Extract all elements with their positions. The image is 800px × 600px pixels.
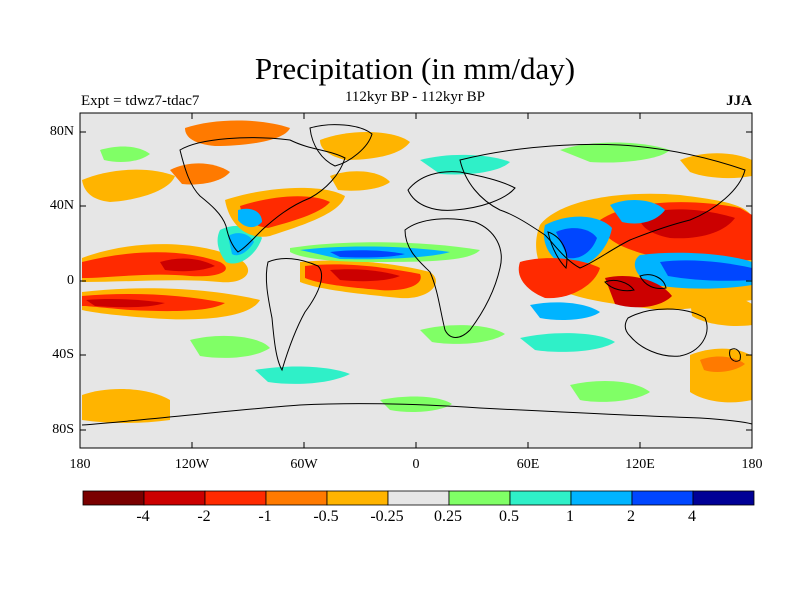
season-label: JJA <box>726 93 752 109</box>
colorbar-swatch <box>570 490 633 506</box>
colorbar-swatch <box>692 490 755 506</box>
colorbar-label: -0.25 <box>370 508 404 525</box>
colorbar-swatch <box>265 490 328 506</box>
coastlines <box>81 124 753 426</box>
lon-label-180e: 180 <box>741 457 763 472</box>
colorbar-swatch <box>143 490 206 506</box>
lon-ticks <box>191 113 641 448</box>
map-subtitle: 112kyr BP - 112kyr BP <box>344 89 485 105</box>
colorbar-label: -0.5 <box>313 508 339 525</box>
lon-label-60e: 60E <box>516 457 540 472</box>
colorbar-swatch <box>326 490 389 506</box>
lat-label-40n: 40N <box>49 198 74 213</box>
colorbar-label: -4 <box>136 508 150 525</box>
lat-label-80s: 80S <box>52 422 74 437</box>
lat-label-0: 0 <box>67 273 74 288</box>
lon-label-120e: 120E <box>625 457 655 472</box>
colorbar-swatch <box>509 490 572 506</box>
colorbar-label: 0.5 <box>499 508 519 525</box>
colorbar-swatch <box>82 490 145 506</box>
lon-label-180w: 180 <box>69 457 91 472</box>
colorbar-swatch <box>204 490 267 506</box>
lon-label-120w: 120W <box>174 457 210 472</box>
colorbar <box>82 490 755 506</box>
lat-label-40s: 40S <box>52 347 74 362</box>
lat-ticks <box>80 131 752 431</box>
colorbar-swatch <box>448 490 511 506</box>
lat-label-80n: 80N <box>49 124 74 139</box>
colorbar-label: -2 <box>197 508 211 525</box>
colorbar-label: 4 <box>688 508 696 525</box>
map-title: Precipitation (in mm/day) <box>254 51 576 86</box>
anomaly-field <box>82 120 752 423</box>
lon-label-60w: 60W <box>290 457 318 472</box>
colorbar-label: 2 <box>627 508 635 525</box>
colorbar-label: 1 <box>566 508 574 525</box>
experiment-label: Expt = tdwz7-tdac7 <box>81 93 200 109</box>
colorbar-swatch <box>387 490 450 506</box>
colorbar-label: 0.25 <box>434 508 462 525</box>
colorbar-label: -1 <box>258 508 272 525</box>
colorbar-swatch <box>631 490 694 506</box>
lon-label-0: 0 <box>412 457 420 472</box>
